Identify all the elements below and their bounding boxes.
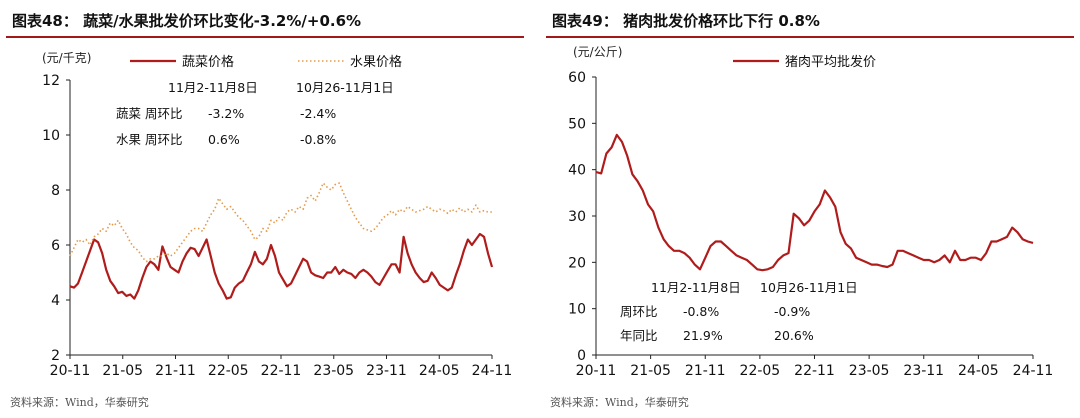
x-tick-label: 24-11 bbox=[472, 363, 513, 379]
y-tick-label: 2 bbox=[51, 348, 60, 364]
y-tick-label: 10 bbox=[42, 128, 60, 144]
annotation-col1-header: 11月2-11月8日 bbox=[651, 280, 741, 295]
x-tick-label: 23-11 bbox=[366, 363, 407, 379]
y-tick-label: 20 bbox=[568, 255, 586, 271]
x-tick-label: 21-05 bbox=[630, 363, 671, 379]
y-tick-label: 50 bbox=[568, 116, 586, 132]
y-tick-label: 6 bbox=[51, 238, 60, 254]
annotation-row-label: 蔬菜 周环比 bbox=[116, 106, 182, 121]
annotation-value: -3.2% bbox=[208, 106, 244, 121]
annotation-row-label: 年同比 bbox=[620, 328, 658, 343]
x-tick-label: 22-11 bbox=[794, 363, 835, 379]
chart-svg: 2 4 6 8 10 12 20-11 21-05 21-11 22-05 22-11 23-05 23… bbox=[42, 51, 513, 379]
y-unit-label: (元/千克) bbox=[42, 51, 91, 65]
x-tick-label: 23-11 bbox=[903, 363, 944, 379]
series-line-0 bbox=[595, 133, 1034, 272]
x-tick-label: 20-11 bbox=[576, 363, 617, 379]
x-tick-label: 23-05 bbox=[313, 363, 354, 379]
y-tick-label: 8 bbox=[51, 183, 60, 199]
x-tick-label: 21-05 bbox=[102, 363, 143, 379]
y-tick-label: 30 bbox=[568, 209, 586, 225]
annotation-col2-header: 10月26-11月1日 bbox=[760, 280, 858, 295]
source-note: 资料来源：Wind，华泰研究 bbox=[550, 396, 689, 409]
source-note: 资料来源：Wind，华泰研究 bbox=[10, 396, 149, 409]
annotation-row-label: 周环比 bbox=[620, 304, 658, 319]
x-tick-label: 23-05 bbox=[849, 363, 890, 379]
y-tick-label: 4 bbox=[51, 293, 60, 309]
annotation-value: 21.9% bbox=[683, 328, 723, 343]
annotation-value: -0.9% bbox=[774, 304, 810, 319]
y-tick-label: 12 bbox=[42, 73, 60, 89]
series-line-1 bbox=[69, 182, 492, 263]
x-tick-label: 21-11 bbox=[155, 363, 196, 379]
legend-label-0: 蔬菜价格 bbox=[182, 54, 234, 70]
annotation-value: 0.6% bbox=[208, 132, 240, 147]
annotation-value: -0.8% bbox=[683, 304, 719, 319]
y-tick-label: 0 bbox=[577, 348, 586, 364]
series-line-0 bbox=[69, 232, 494, 300]
x-tick-label: 24-05 bbox=[419, 363, 460, 379]
annotation-col2-header: 10月26-11月1日 bbox=[296, 80, 394, 95]
title-rule bbox=[6, 36, 524, 38]
x-tick-label: 22-05 bbox=[740, 363, 781, 379]
legend-label-1: 水果价格 bbox=[350, 54, 402, 70]
x-tick-label: 20-11 bbox=[50, 363, 91, 379]
annotation-value: -2.4% bbox=[300, 106, 336, 121]
chart-panel-pork: 图表49： 猪肉批发价格环比下行 0.8% 0 10 20 30 40 50 60 20-11… bbox=[540, 0, 1080, 418]
y-tick-label: 10 bbox=[568, 302, 586, 318]
x-tick-label: 21-11 bbox=[685, 363, 726, 379]
y-tick-label: 40 bbox=[568, 163, 586, 179]
chart-panel-vegetable-fruit: 图表48： 蔬菜/水果批发价环比变化-3.2%/+0.6% 2 4 6 8 10 12 20… bbox=[0, 0, 530, 418]
annotation-col1-header: 11月2-11月8日 bbox=[168, 80, 258, 95]
chart-title: 图表48： 蔬菜/水果批发价环比变化-3.2%/+0.6% bbox=[12, 12, 362, 30]
x-tick-label: 24-05 bbox=[958, 363, 999, 379]
y-unit-label: (元/公斤) bbox=[573, 45, 622, 59]
y-tick-label: 60 bbox=[568, 70, 586, 86]
title-rule bbox=[546, 36, 1074, 38]
annotation-value: -0.8% bbox=[300, 132, 336, 147]
x-tick-label: 22-11 bbox=[261, 363, 302, 379]
annotation-row-label: 水果 周环比 bbox=[116, 132, 182, 147]
x-tick-label: 24-11 bbox=[1013, 363, 1054, 379]
x-tick-label: 22-05 bbox=[208, 363, 249, 379]
chart-title: 图表49： 猪肉批发价格环比下行 0.8% bbox=[552, 12, 820, 30]
annotation-value: 20.6% bbox=[774, 328, 814, 343]
legend-label-0: 猪肉平均批发价 bbox=[785, 54, 876, 70]
chart-svg: 0 10 20 30 40 50 60 20-11 21-05 21-11 22-05 22-11 23… bbox=[568, 45, 1054, 379]
